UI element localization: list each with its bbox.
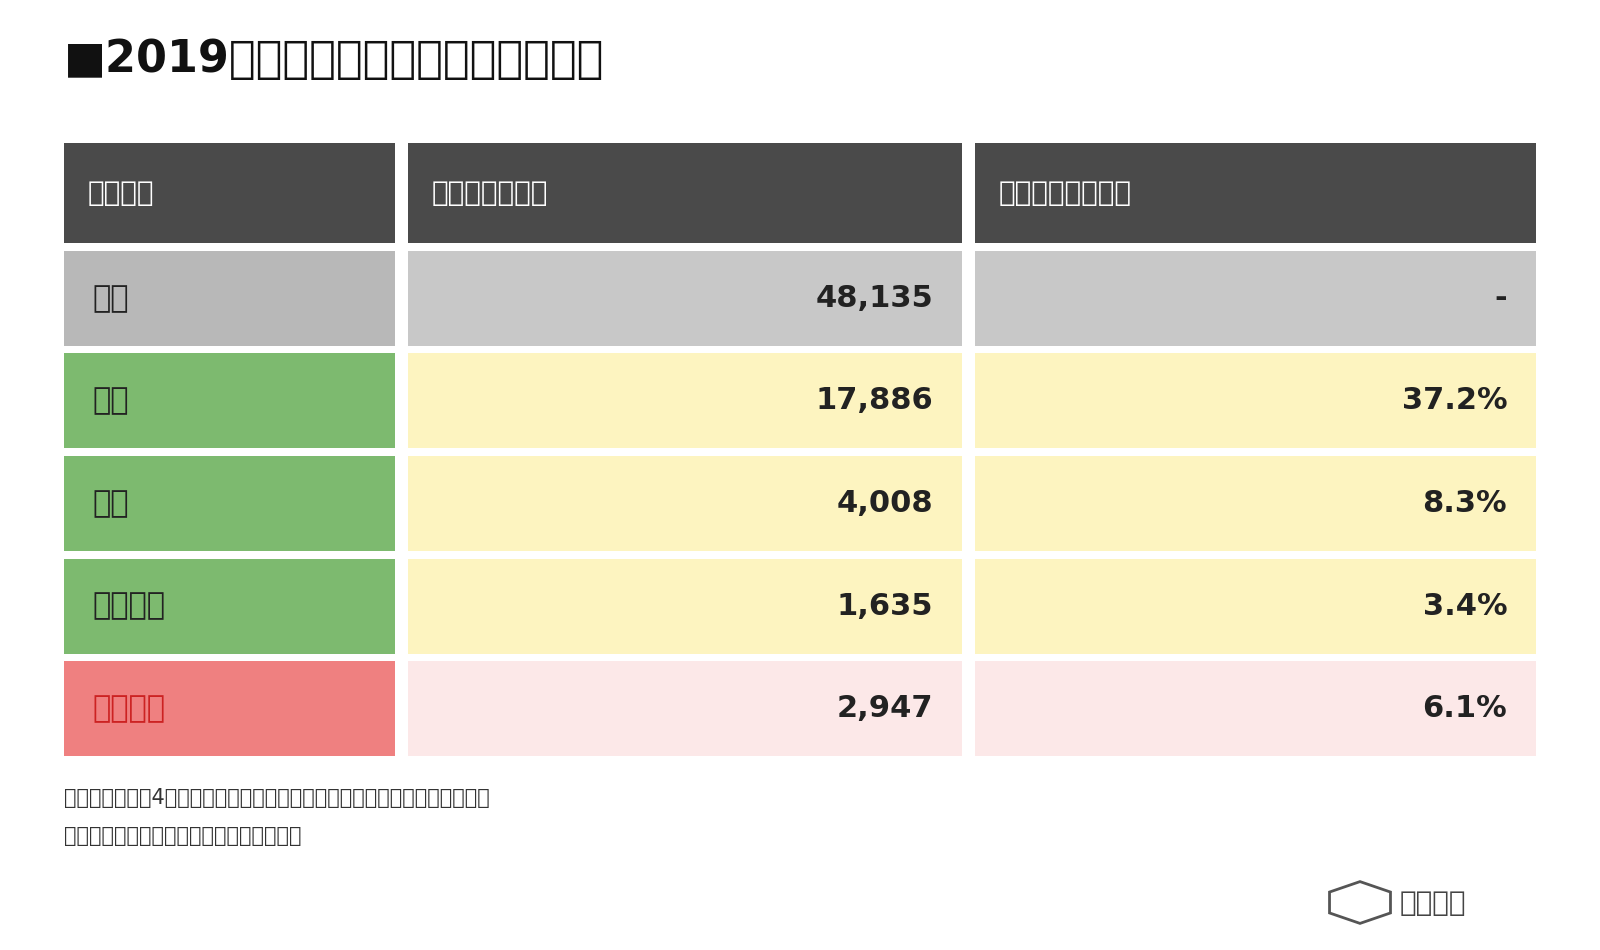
Bar [64, 661, 395, 756]
Text: 1,635: 1,635 [837, 592, 933, 620]
Text: 訪日ラボ: 訪日ラボ [1400, 888, 1467, 917]
Bar [408, 559, 962, 654]
Text: 3.4%: 3.4% [1422, 592, 1507, 620]
Bar [974, 661, 1536, 756]
Text: ユーロ圏: ユーロ圏 [93, 592, 166, 620]
Bar [64, 251, 395, 346]
Bar [974, 456, 1536, 551]
Bar [408, 251, 962, 346]
Text: 37.2%: 37.2% [1402, 387, 1507, 415]
Bar [974, 353, 1536, 448]
Bar [408, 353, 962, 448]
Text: 6.1%: 6.1% [1422, 694, 1507, 723]
Text: 消費額（億円）: 消費額（億円） [432, 179, 549, 207]
Text: 国・地域: 国・地域 [88, 179, 155, 207]
Text: 8.3%: 8.3% [1422, 489, 1507, 518]
Bar [64, 456, 395, 551]
Text: アメリカ: アメリカ [93, 694, 166, 723]
Text: 4,008: 4,008 [837, 489, 933, 518]
Text: ユーロ圏は主要4カ国（ドイツ、フランス、イタリア、スペイン）の合計。: ユーロ圏は主要4カ国（ドイツ、フランス、イタリア、スペイン）の合計。 [64, 788, 490, 808]
Text: 48,135: 48,135 [816, 284, 933, 313]
Text: ■2019年　国籍別インバウンド消費額: ■2019年 国籍別インバウンド消費額 [64, 38, 605, 81]
Text: 出典：観光庁「訪日外国人消費動向調査」: 出典：観光庁「訪日外国人消費動向調査」 [64, 826, 301, 846]
Bar [408, 661, 962, 756]
Bar [408, 456, 962, 551]
Bar [64, 353, 395, 448]
Bar [64, 559, 395, 654]
Text: -: - [1494, 284, 1507, 313]
Text: 韓国: 韓国 [93, 489, 130, 518]
Bar [408, 142, 962, 243]
Bar [974, 559, 1536, 654]
Text: 総計: 総計 [93, 284, 130, 313]
Bar [974, 251, 1536, 346]
Text: 中国: 中国 [93, 387, 130, 415]
Text: 2,947: 2,947 [837, 694, 933, 723]
Bar [64, 142, 395, 243]
Text: 17,886: 17,886 [816, 387, 933, 415]
Bar [974, 142, 1536, 243]
Text: 総計に対する割合: 総計に対する割合 [998, 179, 1133, 207]
